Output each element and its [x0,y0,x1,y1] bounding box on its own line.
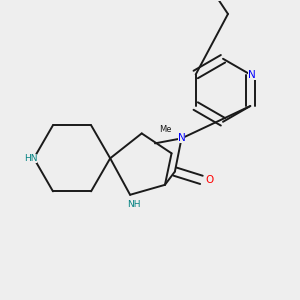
Text: O: O [206,175,214,185]
Text: N: N [178,134,185,143]
Text: N: N [248,70,256,80]
Text: Me: Me [159,125,171,134]
Text: NH: NH [127,200,140,209]
Text: HN: HN [24,154,37,163]
